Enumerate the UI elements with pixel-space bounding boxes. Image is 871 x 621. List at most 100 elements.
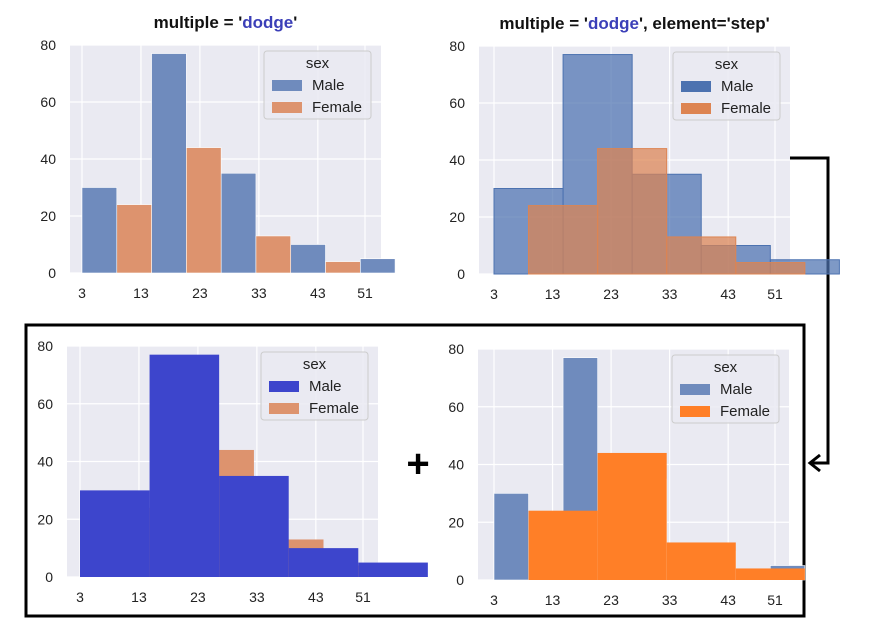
chart-title: multiple = 'dodge'	[154, 13, 298, 32]
x-tick-label: 13	[131, 589, 147, 605]
y-tick-label: 60	[448, 399, 464, 415]
bar-male	[81, 187, 118, 274]
bar-male	[359, 258, 396, 274]
y-tick-label: 0	[45, 569, 53, 585]
legend-label-male: Male	[312, 77, 345, 94]
step-female	[597, 148, 668, 275]
chart-title-part: dodge	[588, 14, 639, 33]
y-tick-label: 0	[456, 572, 464, 588]
legend-swatch-male	[681, 81, 711, 92]
connector-arrow	[790, 156, 830, 465]
highlight-frame	[24, 323, 806, 618]
x-tick-label: 33	[251, 285, 267, 301]
x-tick-label: 33	[662, 592, 678, 608]
y-tick-label: 20	[37, 511, 53, 527]
y-tick-label: 0	[457, 266, 465, 282]
x-tick-label: 43	[310, 285, 326, 301]
chart-panel-top-right: 0 20 40 60 80 3 13 23 33 43 51 multiple = 'dodge', …	[449, 14, 840, 302]
legend-swatch-female	[269, 403, 299, 414]
step-female	[597, 452, 667, 580]
legend-swatch-male	[680, 384, 710, 395]
legend-label-female: Female	[312, 99, 362, 116]
y-tick-label: 80	[37, 338, 53, 354]
legend: sex Male Female	[263, 50, 372, 120]
y-tick-label: 80	[40, 37, 56, 53]
legend-label-male: Male	[721, 78, 754, 95]
legend-swatch-female	[272, 102, 302, 113]
legend-swatch-male	[272, 80, 302, 91]
step-female	[528, 510, 598, 580]
y-tick-label: 40	[40, 151, 56, 167]
chart-title-part: multiple = '	[499, 14, 588, 33]
step-male	[149, 354, 220, 577]
x-tick-label: 13	[545, 286, 561, 302]
x-tick-label: 33	[662, 286, 678, 302]
chart-panel-bottom-left: 0 20 40 60 80 3 13 23 33 43 51 sex Male Female	[37, 338, 428, 605]
legend: sex Male Female	[672, 51, 781, 121]
step-male	[80, 490, 150, 577]
x-tick-label: 43	[308, 589, 324, 605]
chart-title-part: dodge	[242, 13, 293, 32]
bar-male	[220, 172, 257, 274]
y-tick-label: 80	[448, 341, 464, 357]
chart-panel-bottom-right: 0 20 40 60 80 3 13 23 33 43 51 sex Male Female	[448, 341, 806, 608]
legend-title: sex	[715, 56, 739, 73]
step-female	[735, 262, 806, 275]
y-tick-label: 40	[37, 454, 53, 470]
bar-female	[325, 261, 361, 274]
chart-title-part: multiple = '	[154, 13, 243, 32]
x-tick-label: 23	[192, 285, 208, 301]
y-tick-label: 20	[448, 514, 464, 530]
y-tick-label: 60	[449, 95, 465, 111]
x-tick-label: 13	[545, 592, 561, 608]
x-tick-label: 3	[76, 589, 84, 605]
step-male	[219, 475, 289, 577]
x-tick-label: 13	[133, 285, 149, 301]
x-tick-label: 43	[720, 286, 736, 302]
step-female	[735, 568, 805, 580]
legend: sex Male Female	[671, 354, 780, 424]
y-tick-label: 40	[448, 457, 464, 473]
y-tick-label: 20	[40, 208, 56, 224]
chart-title-part: '	[293, 13, 297, 32]
step-male	[288, 548, 359, 577]
legend-label-male: Male	[720, 381, 753, 398]
legend-label-female: Female	[721, 100, 771, 117]
legend-title: sex	[303, 356, 327, 373]
step-female	[666, 542, 736, 580]
y-tick-label: 60	[37, 396, 53, 412]
step-female	[528, 205, 599, 275]
chart-title-part: ', element='step'	[639, 14, 770, 33]
plus-symbol: +	[406, 442, 429, 486]
x-tick-label: 51	[767, 592, 783, 608]
arrow-head	[807, 453, 821, 473]
legend-title: sex	[306, 55, 330, 72]
y-tick-label: 40	[449, 152, 465, 168]
bar-female	[255, 235, 292, 274]
bar-male	[290, 244, 326, 274]
x-tick-label: 3	[490, 592, 498, 608]
y-tick-label: 0	[48, 265, 56, 281]
x-tick-label: 51	[767, 286, 783, 302]
x-tick-label: 51	[355, 589, 371, 605]
bar-female	[186, 147, 222, 274]
x-tick-label: 23	[603, 592, 619, 608]
legend-title: sex	[714, 359, 738, 376]
legend-swatch-female	[680, 406, 710, 417]
legend-swatch-female	[681, 103, 711, 114]
y-tick-label: 80	[449, 38, 465, 54]
bar-female	[116, 204, 152, 274]
x-tick-label: 23	[190, 589, 206, 605]
step-male	[358, 562, 428, 577]
chart-title: multiple = 'dodge', element='step'	[499, 14, 769, 33]
x-tick-label: 43	[720, 592, 736, 608]
y-tick-label: 60	[40, 94, 56, 110]
chart-panel-top-left: 0 20 40 60 80 3 13 23 33 43 51 multiple = 'dodge' se…	[40, 13, 396, 301]
legend-swatch-male	[269, 381, 299, 392]
legend: sex Male Female	[260, 351, 369, 421]
y-tick-label: 20	[449, 209, 465, 225]
bar-male	[493, 493, 529, 581]
legend-label-female: Female	[720, 403, 770, 420]
x-tick-label: 23	[603, 286, 619, 302]
